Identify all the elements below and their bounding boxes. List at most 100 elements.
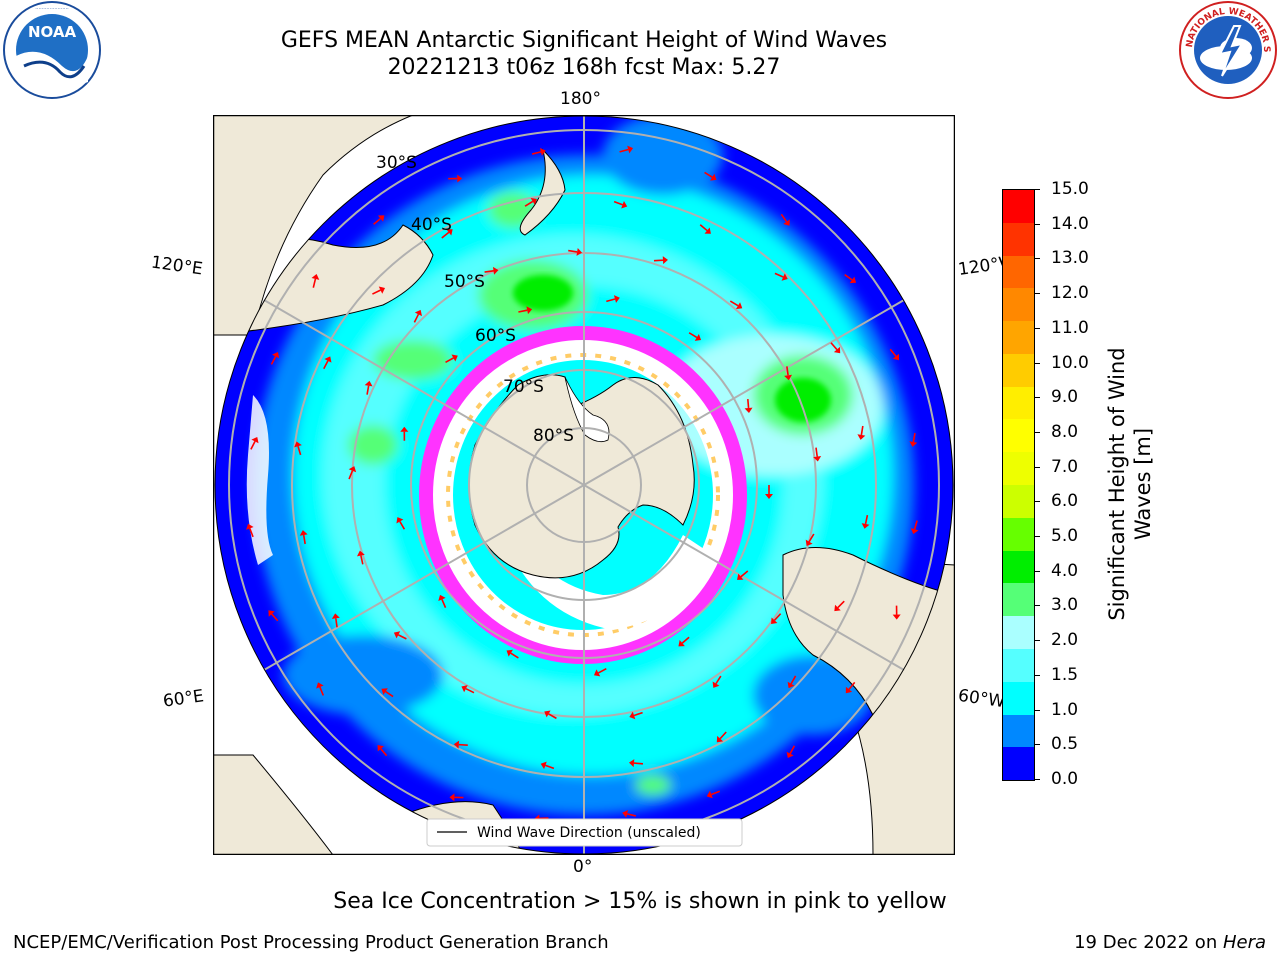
colorbar-tick-mark [1034, 674, 1040, 676]
wind-wave-arrow [250, 441, 256, 450]
colorbar-tick-label: 12.0 [1051, 283, 1089, 304]
colorbar-tick-label: 5.0 [1051, 526, 1079, 547]
wind-wave-arrowhead [628, 759, 635, 768]
lat-label-60s: 60°S [475, 326, 516, 346]
wind-wave-arrow [688, 332, 698, 339]
wind-wave-arrowhead [299, 530, 308, 536]
colorbar-label-line2: Waves [m] [1131, 427, 1155, 541]
wind-wave-arrowhead [627, 145, 634, 154]
wind-wave-arrowhead [765, 494, 773, 499]
svg-text:·····················: ····················· [35, 6, 69, 12]
wind-wave-arrow [626, 813, 637, 817]
chart-title: GEFS MEAN Antarctic Significant Height o… [280, 28, 888, 53]
wind-wave-arrow [860, 425, 864, 436]
colorbar-segment [1003, 255, 1034, 289]
wind-wave-arrow [699, 224, 708, 232]
wind-wave-arrowhead [457, 174, 463, 183]
wind-wave-arrowhead [576, 247, 583, 256]
colorbar-segment [1003, 681, 1034, 715]
wind-wave-arrowhead [787, 681, 795, 689]
wind-wave-arrowhead [446, 229, 453, 236]
noaa-logo-text: NOAA [28, 23, 77, 41]
wind-wave-arrowhead [377, 215, 385, 222]
colorbar-segment [1003, 288, 1034, 322]
colorbar-tick-label: 1.0 [1051, 699, 1079, 720]
wind-wave-arrow [531, 151, 542, 155]
colorbar-tick-label: 10.0 [1051, 352, 1089, 373]
colorbar-tick-mark [1034, 709, 1040, 711]
wind-wave-arrowhead [530, 198, 537, 205]
wind-wave-arrow [653, 259, 664, 262]
wind-wave-arrow [319, 686, 325, 696]
lon-label-180: 180° [560, 89, 601, 109]
colorbar-tick-label: 13.0 [1051, 248, 1089, 269]
wind-wave-arrowhead [272, 352, 280, 359]
colorbar-tick-mark [1034, 431, 1040, 433]
nws-logo: NATIONAL WEATHER SERVICE [1173, 0, 1280, 104]
wind-wave-arrow [335, 618, 338, 628]
wind-wave-arrow [458, 743, 468, 747]
colorbar-tick-mark [1034, 640, 1040, 642]
colorbar-tick-label: 15.0 [1051, 179, 1089, 199]
wind-wave-arrowhead [381, 688, 388, 695]
colorbar-segment [1003, 747, 1034, 781]
wind-wave-arrowhead [377, 745, 384, 752]
wind-wave-arrow [518, 309, 528, 313]
wind-wave-arrow [297, 446, 302, 456]
new-zealand [519, 148, 566, 236]
wind-wave-arrow [633, 762, 644, 765]
wind-wave-arrow [606, 298, 616, 303]
wind-wave-arrowhead [716, 735, 724, 743]
wind-wave-arrow [548, 713, 557, 720]
wind-wave-arrowhead [744, 407, 753, 413]
colorbar-tick-mark [1034, 570, 1040, 572]
wind-wave-arrow [597, 667, 607, 674]
colorbar-segment [1003, 485, 1034, 518]
colorbar-tick-mark [1034, 501, 1040, 503]
footer-date: 19 Dec 2022 on Hera [1074, 932, 1266, 953]
wind-wave-arrow [465, 687, 475, 694]
colorbar-label-line1: Significant Height of Wind [1105, 347, 1129, 621]
colorbar-tick-mark [1034, 189, 1040, 190]
wind-wave-arrow [545, 764, 555, 770]
colorbar-segment [1003, 616, 1034, 649]
wind-wave-arrow [348, 470, 354, 480]
sea-ice-caption: Sea Ice Concentration > 15% is shown in … [333, 889, 947, 914]
wind-wave-arrowhead [461, 685, 468, 693]
wind-wave-arrow [613, 200, 623, 206]
map-panel: 30°S 40°S 50°S 60°S 70°S 80°S Wind Wave … [212, 114, 956, 856]
wind-wave-arrowhead [621, 200, 628, 209]
wind-wave-arrowhead [704, 227, 711, 234]
wind-wave-arrow [302, 534, 306, 545]
footer-system: Hera [1222, 932, 1266, 953]
footer-org: NCEP/EMC/Verification Post Processing Pr… [13, 932, 609, 953]
colorbar-tick-label: 4.0 [1051, 560, 1079, 581]
wind-wave-arrow [271, 613, 279, 622]
lat-label-30s: 30°S [376, 153, 417, 173]
wind-wave-arrowhead [246, 523, 254, 530]
wind-wave-arrowhead [396, 517, 404, 524]
colorbar-tick-label: 2.0 [1051, 630, 1079, 651]
wind-wave-arrowhead [735, 302, 743, 310]
colorbar-tick-mark [1034, 258, 1040, 260]
wind-wave-arrowhead [453, 740, 460, 749]
wind-wave-arrowhead [251, 436, 259, 444]
wind-wave-arrowhead [857, 434, 866, 440]
wind-wave-arrow [715, 675, 722, 685]
wind-wave-arrowhead [593, 669, 601, 677]
wind-wave-arrow [249, 528, 254, 538]
wind-wave-arrowhead [712, 681, 720, 688]
colorbar-segment [1003, 452, 1034, 486]
colorbar-segment [1003, 648, 1034, 682]
wind-wave-arrow [380, 748, 388, 757]
wind-wave-arrow [789, 745, 796, 755]
wind-wave-arrowhead [784, 374, 793, 381]
colorbar [1002, 189, 1035, 781]
wind-wave-arrowhead [364, 380, 373, 387]
colorbar-tick-mark [1034, 397, 1040, 399]
colorbar-tick-mark [1034, 362, 1040, 364]
colorbar-tick-mark [1034, 536, 1040, 538]
wind-wave-arrowhead [833, 346, 841, 354]
colorbar-tick-label: 7.0 [1051, 456, 1079, 477]
footer-date-text: 19 Dec 2022 on [1074, 932, 1223, 953]
